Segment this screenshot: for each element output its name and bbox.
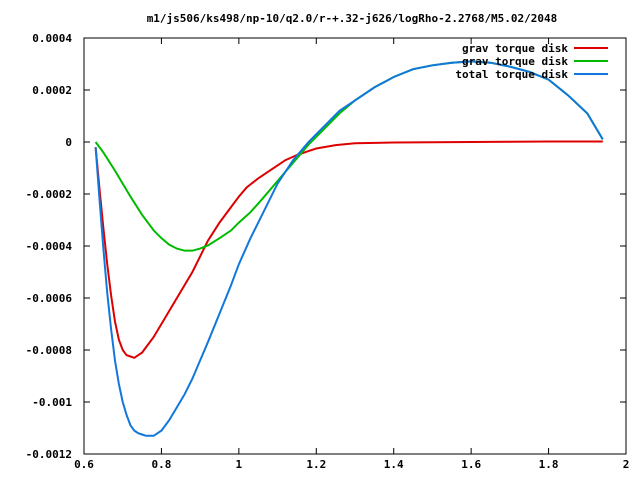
y-tick-label: 0 bbox=[65, 136, 72, 149]
x-tick-label: 1.6 bbox=[461, 458, 481, 471]
series-line-3 bbox=[94, 60, 604, 437]
legend-label: grav torque disk bbox=[462, 42, 568, 55]
x-tick-label: 1.4 bbox=[384, 458, 404, 471]
y-tick-label: -0.0002 bbox=[26, 188, 72, 201]
y-tick-label: -0.0004 bbox=[26, 240, 73, 253]
series-line-1 bbox=[94, 140, 603, 359]
x-tick-label: 1.8 bbox=[539, 458, 559, 471]
y-tick-label: 0.0002 bbox=[32, 84, 72, 97]
axis-ticks: 0.6 0.8 1 1.2 1.4 1.6 1.8 2 0.0004 0.0002 0 -0.0002… bbox=[26, 32, 630, 471]
legend-label: grav torque disk bbox=[462, 55, 568, 68]
x-tick-label: 0.8 bbox=[151, 458, 171, 471]
x-tick-label: 1 bbox=[236, 458, 243, 471]
legend-label: total torque disk bbox=[455, 68, 568, 81]
x-tick-label: 0.6 bbox=[74, 458, 94, 471]
x-tick-label: 1.2 bbox=[306, 458, 326, 471]
series-group bbox=[94, 60, 604, 437]
plot-frame bbox=[83, 37, 627, 455]
y-tick-label: -0.001 bbox=[32, 396, 72, 409]
y-tick-label: -0.0012 bbox=[26, 448, 72, 461]
chart-title: m1/js506/ks498/np-10/q2.0/r-+.32-j626/lo… bbox=[147, 12, 558, 25]
y-tick-label: -0.0006 bbox=[26, 292, 73, 305]
y-tick-label: 0.0004 bbox=[32, 32, 72, 45]
x-tick-label: 2 bbox=[623, 458, 630, 471]
y-tick-label: -0.0008 bbox=[26, 344, 72, 357]
